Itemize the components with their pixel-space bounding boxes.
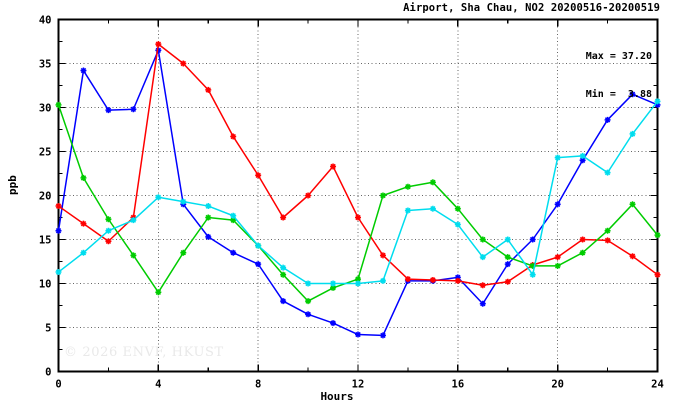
- min-value-label: Min = 3.88: [585, 88, 652, 100]
- stats-box: Max = 37.20 Min = 3.88: [586, 26, 652, 126]
- svg-text:0: 0: [45, 366, 51, 378]
- svg-text:20: 20: [39, 190, 52, 202]
- svg-text:10: 10: [39, 278, 52, 290]
- svg-text:8: 8: [255, 379, 261, 391]
- svg-text:24: 24: [651, 379, 664, 391]
- chart-title: Airport, Sha Chau, NO2 20200516-20200519: [403, 2, 660, 14]
- svg-text:35: 35: [39, 58, 52, 70]
- svg-text:15: 15: [39, 234, 52, 246]
- svg-text:12: 12: [352, 379, 365, 391]
- svg-text:40: 40: [39, 14, 52, 26]
- svg-text:30: 30: [39, 102, 52, 114]
- svg-text:20: 20: [551, 379, 564, 391]
- svg-text:4: 4: [155, 379, 161, 391]
- x-axis-label: Hours: [320, 390, 354, 403]
- max-value-label: Max = 37.20: [585, 51, 652, 62]
- axis-tick-labels: 0 5 10 15 20 25 30 35 40 0 4 8 12 16 20 24: [39, 14, 664, 390]
- y-axis-label: ppb: [6, 175, 19, 195]
- svg-text:16: 16: [452, 379, 465, 391]
- data-series-group: [55, 41, 661, 339]
- plot-frame: [57, 18, 659, 373]
- svg-text:5: 5: [45, 322, 51, 334]
- svg-text:25: 25: [39, 146, 52, 158]
- svg-text:0: 0: [55, 379, 61, 391]
